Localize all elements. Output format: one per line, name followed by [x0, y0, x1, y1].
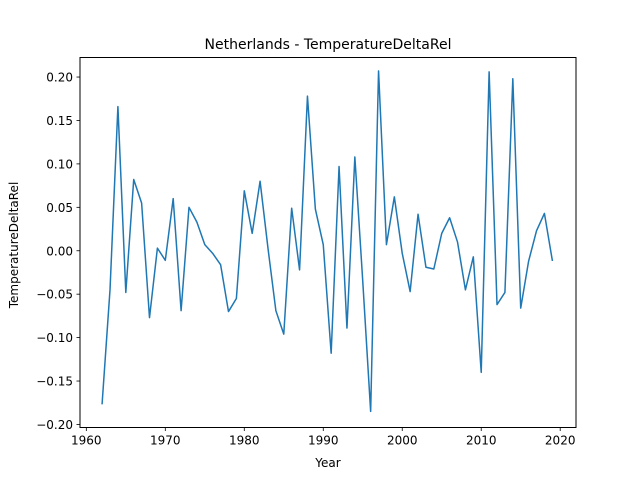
x-tick-label: 1960 — [71, 434, 102, 448]
y-tick-label: 0.15 — [46, 114, 73, 128]
plot-area — [101, 70, 554, 413]
y-axis-title: TemperatureDeltaRel — [7, 182, 21, 310]
y-tick-label: 0.00 — [46, 244, 73, 258]
y-tick-label: −0.15 — [36, 375, 73, 389]
x-axis-title: Year — [314, 456, 340, 470]
x-axis: 1960 1970 1980 1990 2000 2010 2020 — [71, 427, 576, 448]
x-tick-label: 2010 — [466, 434, 497, 448]
y-tick-label: −0.10 — [36, 331, 73, 345]
x-tick-label: 1970 — [150, 434, 181, 448]
y-tick-label: −0.05 — [36, 288, 73, 302]
chart-title: Netherlands - TemperatureDeltaRel — [205, 37, 452, 53]
y-tick-label: 0.05 — [46, 201, 73, 215]
y-axis: −0.20 −0.15 −0.10 −0.05 0.00 0.05 0.10 0.15 0.20 — [36, 71, 80, 432]
y-tick-label: 0.10 — [46, 157, 73, 171]
x-tick-label: 2000 — [387, 434, 418, 448]
plot-frame — [79, 57, 577, 428]
y-tick-label: 0.20 — [46, 71, 73, 85]
series-line — [101, 70, 554, 413]
y-tick-label: −0.20 — [36, 418, 73, 432]
x-tick-label: 1990 — [308, 434, 339, 448]
x-tick-label: 2020 — [545, 434, 576, 448]
x-tick-label: 1980 — [229, 434, 260, 448]
